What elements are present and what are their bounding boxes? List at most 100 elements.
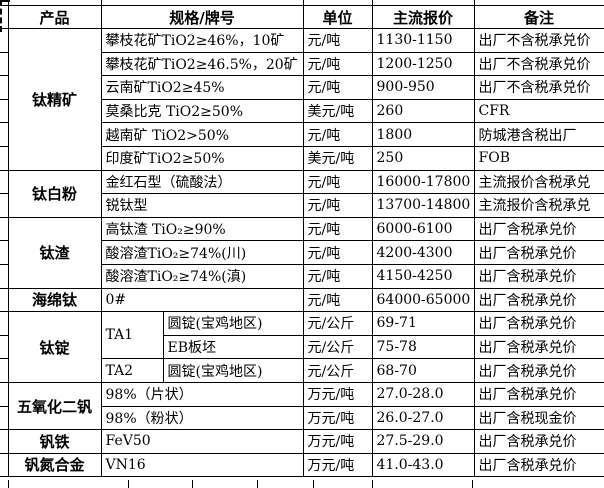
- group-label-titanium-ingot: 钛锭: [7, 311, 102, 383]
- price-cell: 260: [371, 98, 475, 124]
- spec-cell: 攀枝花矿TiO2≥46.5%，20矿: [100, 51, 304, 77]
- col-header-price: 主流报价: [371, 5, 475, 29]
- remark-cell: 出厂含税现金价: [473, 405, 604, 431]
- unit-cell: 元/吨: [302, 263, 373, 289]
- unit-cell: 美元/吨: [302, 98, 373, 124]
- left-gridline-stub: [0, 382, 9, 407]
- col-header-unit: 单位: [302, 5, 373, 29]
- unit-cell: 元/吨: [302, 75, 373, 100]
- table-row: 钛锭 TA1 圆锭(宝鸡地区) 元/公斤 69-71 出厂含税承兑价: [0, 311, 604, 383]
- unit-cell: 元/公斤: [302, 311, 373, 336]
- remark-cell: 出厂不含税承兑价: [473, 28, 604, 53]
- spec-cell: 攀枝花矿TiO2≥46%，10矿: [100, 28, 304, 53]
- remark-cell: 出厂含税承兑价: [473, 429, 604, 454]
- price-cell: 69-71: [371, 311, 475, 336]
- price-cell: 68-70: [371, 358, 475, 383]
- remark-cell: 出厂含税承兑价: [473, 311, 604, 336]
- group-label-vanadium-pentoxide: 五氧化二钒: [7, 381, 102, 431]
- unit-cell: 元/吨: [302, 28, 373, 53]
- group-label-vanadium-nitrogen-alloy: 钒氮合金: [7, 452, 102, 478]
- grid-stub: [128, 480, 129, 488]
- table-row: 钛精矿 攀枝花矿TiO2≥46%，10矿 元/吨 1130-1150 出厂不含税…: [0, 28, 604, 171]
- spec-cell: 酸溶渣TiO₂≥74%(滇): [100, 263, 304, 289]
- spec-cell: EB板坯: [162, 334, 304, 360]
- price-cell: 13700-14800: [371, 193, 475, 218]
- left-gridline-stub: [0, 193, 9, 218]
- unit-cell: 元/吨: [302, 240, 373, 265]
- table-row: 钛白粉 金红石型（硫酸法） 元/吨 16000-17800 主流报价含税承兑: [0, 169, 604, 218]
- unit-cell: 万元/吨: [302, 405, 373, 431]
- group-label-ferrovanadium: 钒铁: [7, 429, 102, 454]
- table-row: 酸溶渣TiO₂≥74%(川) 元/吨 4200-4300 出厂含税承兑价: [0, 240, 604, 265]
- remark-cell: 出厂含税承兑价: [473, 452, 604, 478]
- price-cell: 4150-4250: [371, 263, 475, 289]
- unit-cell: 万元/吨: [302, 452, 373, 478]
- left-gridline-stub: [0, 170, 9, 195]
- unit-cell: 万元/吨: [302, 429, 373, 454]
- remark-cell: 主流报价含税承兑: [473, 193, 604, 218]
- table-row: 攀枝花矿TiO2≥46.5%，20矿 元/吨 1200-1250 出厂不含税承兑…: [0, 51, 604, 77]
- remark-cell: 出厂含税承兑价: [473, 334, 604, 360]
- price-cell: 1800: [371, 122, 475, 147]
- left-gridline-stub: [0, 335, 9, 360]
- price-table: 产品 规格/牌号 单位 主流报价 备注 钛精矿 攀枝花矿TiO2≥46%，10矿…: [0, 0, 604, 478]
- remark-cell: 出厂含税承兑价: [473, 216, 604, 242]
- table-row: 莫桑比克 TiO2≥50% 美元/吨 260 CFR: [0, 98, 604, 124]
- group-label-titanium-concentrate: 钛精矿: [7, 28, 102, 171]
- unit-cell: 元/吨: [302, 122, 373, 147]
- col-header-product: 产品: [7, 5, 102, 29]
- spec-cell: 云南矿TiO2≥45%: [100, 75, 304, 100]
- left-gridline-stub: [0, 264, 9, 289]
- table-row: 酸溶渣TiO₂≥74%(滇) 元/吨 4150-4250 出厂含税承兑价: [0, 263, 604, 289]
- remark-cell: 主流报价含税承兑: [473, 169, 604, 195]
- left-gridline-stub: [0, 122, 9, 147]
- left-gridline-stub: [0, 453, 9, 478]
- spec-cell: 高钛渣 TiO₂≥90%: [100, 216, 304, 242]
- price-cell: 16000-17800: [371, 169, 475, 195]
- unit-cell: 元/吨: [302, 287, 373, 313]
- grid-stub: [192, 480, 193, 488]
- table-row: TA2 圆锭(宝鸡地区) 元/公斤 68-70 出厂含税承兑价: [0, 358, 604, 383]
- table-row: 海绵钛 0# 元/吨 64000-65000 出厂含税承兑价: [0, 287, 604, 313]
- spec-cell: 98%（粉状）: [100, 405, 304, 431]
- unit-cell: 元/公斤: [302, 334, 373, 360]
- remark-cell: 出厂含税承兑价: [473, 358, 604, 383]
- price-cell: 27.5-29.0: [371, 429, 475, 454]
- table-row: 98%（粉状） 万元/吨 26.0-27.0 出厂含税现金价: [0, 405, 604, 431]
- selection-marquee-horizontal: [2, 0, 10, 2]
- spec-cell: 莫桑比克 TiO2≥50%: [100, 98, 304, 124]
- left-gridline-stub: [0, 146, 9, 171]
- price-cell: 26.0-27.0: [371, 405, 475, 431]
- price-cell: 900-950: [371, 75, 475, 100]
- col-header-remark: 备注: [473, 5, 604, 29]
- left-gridline-stub: [0, 358, 9, 383]
- unit-cell: 元/吨: [302, 216, 373, 242]
- grid-stub: [372, 480, 373, 488]
- spec-cell: 锐钛型: [100, 193, 304, 218]
- remark-cell: 出厂含税承兑价: [473, 287, 604, 313]
- price-cell: 250: [371, 145, 475, 171]
- spec-cell: 圆锭(宝鸡地区): [162, 311, 304, 336]
- unit-cell: 美元/吨: [302, 145, 373, 171]
- unit-cell: 元/吨: [302, 169, 373, 195]
- left-gridline-stub: [0, 311, 9, 336]
- grid-stub: [472, 480, 473, 488]
- grid-stub: [313, 480, 314, 488]
- spec-cell: FeV50: [100, 429, 304, 454]
- price-cell: 41.0-43.0: [371, 452, 475, 478]
- table-row: 锐钛型 元/吨 13700-14800 主流报价含税承兑: [0, 193, 604, 218]
- spec-cell: 酸溶渣TiO₂≥74%(川): [100, 240, 304, 265]
- col-header-spec: 规格/牌号: [100, 5, 304, 29]
- remark-cell: 出厂含税承兑价: [473, 263, 604, 289]
- remark-cell: 防城港含税出厂: [473, 122, 604, 147]
- spec-cell: 金红石型（硫酸法）: [100, 169, 304, 195]
- price-cell: 6000-6100: [371, 216, 475, 242]
- unit-cell: 万元/吨: [302, 381, 373, 407]
- spec-cell: 越南矿 TiO2>50%: [100, 122, 304, 147]
- group-label-titanium-dioxide: 钛白粉: [7, 169, 102, 218]
- left-gridline-stub: [0, 288, 9, 313]
- group-label-titanium-slag: 钛渣: [7, 216, 102, 289]
- remark-cell: 出厂含税承兑价: [473, 381, 604, 407]
- remark-cell: FOB: [473, 145, 604, 171]
